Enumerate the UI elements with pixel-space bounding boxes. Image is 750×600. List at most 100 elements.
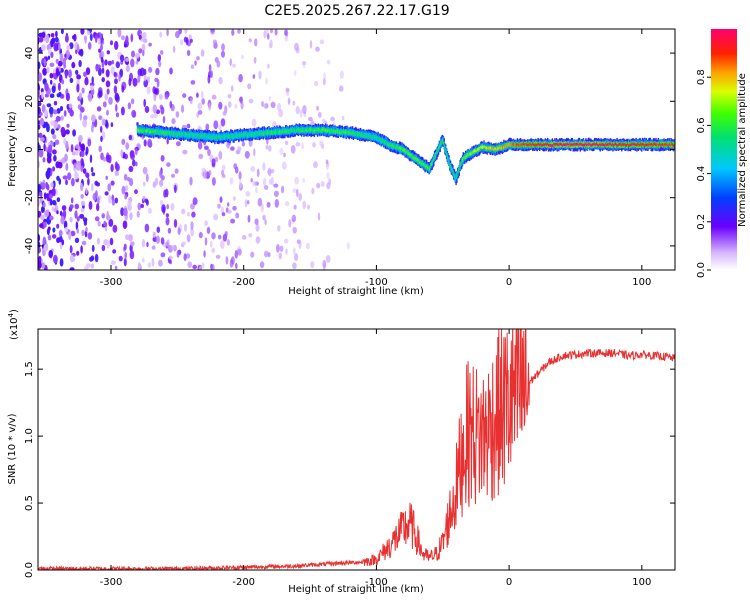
spectrogram-noise-blob [322, 118, 326, 123]
spectrogram-noise-blob [136, 210, 140, 218]
spectrogram-ridge-cell [624, 143, 626, 146]
spectrogram-ridge-cell [307, 129, 309, 133]
spectrogram-noise-blob [60, 126, 66, 135]
spectrogram-noise-blob [190, 64, 194, 69]
spectrogram-ridge-cell [394, 145, 397, 149]
spectrogram-noise-blob [310, 120, 315, 127]
spectrogram-noise-blob [142, 38, 148, 43]
spectrogram-noise-blob [90, 90, 94, 95]
spectrogram-ridge-cell [249, 133, 251, 137]
spectrogram-noise-blob [160, 237, 165, 245]
spectrogram-y-tick-label: -20 [24, 190, 35, 206]
spectrogram-ridge-cell [157, 129, 159, 133]
spectrogram-ridge-cell [418, 160, 421, 164]
spectrogram-ridge-cell [476, 149, 478, 153]
spectrogram-ridge-cell [442, 139, 445, 143]
spectrogram-ridge-cell [211, 135, 213, 141]
spectrogram-ridge-cell [546, 143, 548, 147]
spectrogram-noise-blob [233, 196, 236, 201]
spectrogram-ridge-cell [606, 143, 609, 147]
spectrogram-noise-blob [166, 239, 170, 248]
spectrogram-noise-blob [196, 92, 199, 98]
spectrogram-ridge-cell [206, 135, 208, 139]
spectrogram-ridge-cell [405, 150, 407, 154]
spectrogram-noise-blob [104, 93, 109, 101]
spectrogram-ridge-cell [139, 129, 141, 133]
spectrogram-ridge-cell [474, 149, 476, 153]
spectrogram-noise-blob [256, 168, 260, 178]
spectrogram-ridge-cell [471, 152, 473, 156]
spectrogram-noise-blob [107, 60, 112, 66]
spectrogram-ridge-cell [170, 131, 172, 135]
spectrogram-noise-blob [41, 31, 46, 38]
spectrogram-ridge-cell [423, 162, 425, 166]
spectrogram-noise-blob [91, 172, 96, 177]
spectrogram-ridge-cell [143, 130, 145, 134]
spectrogram-ridge-cell [268, 131, 270, 135]
spectrogram-noise-blob [81, 229, 85, 236]
spectrogram-noise-blob [322, 263, 326, 270]
spectrogram-noise-blob [90, 166, 94, 173]
spectrogram-ridge-cell [535, 143, 537, 147]
colorbar-tick-label: 0.8 [696, 69, 707, 85]
spectrogram-ridge-cell [633, 142, 636, 146]
spectrogram-ridge-cell [328, 129, 330, 132]
spectrogram-noise-blob [190, 203, 195, 210]
spectrogram-ridge-cell [628, 141, 630, 147]
spectrogram-noise-blob [38, 89, 41, 98]
spectrogram-noise-blob [38, 61, 41, 70]
spectrogram-noise-blob [160, 252, 166, 258]
spectrogram-ridge-cell [336, 129, 339, 133]
spectrogram-ridge-cell [217, 135, 219, 139]
spectrogram-y-axis: -40 -20 0 20 40 [24, 47, 675, 254]
spectrogram-noise-blob [281, 185, 285, 194]
spectrogram-ridge-cell [389, 143, 391, 146]
spectrogram-ridge-cell [610, 143, 613, 146]
spectrogram-noise-blob [91, 183, 94, 192]
spectrogram-noise-blob [56, 93, 61, 98]
spectrogram-ridge-cell [562, 143, 565, 147]
spectrogram-noise-blob [294, 69, 297, 77]
spectrogram-ridge-cell [162, 131, 164, 135]
spectrogram-noise-blob [244, 199, 248, 208]
spectrogram-ridge-cell [219, 136, 222, 139]
spectrogram-ridge-cell [666, 143, 668, 147]
spectrogram-noise-blob [302, 105, 307, 114]
spectrogram-noise-blob [283, 152, 286, 158]
spectrogram-noise-blob [98, 90, 103, 98]
spectrogram-ridge-cell [156, 130, 159, 134]
snr-y-tick-label: 1.5 [24, 361, 35, 377]
spectrogram-noise-blob [148, 207, 152, 214]
spectrogram-noise-blob [123, 43, 127, 48]
spectrogram-noise-blob [303, 61, 306, 69]
spectrogram-noise-blob [316, 105, 319, 111]
spectrogram-noise-blob [186, 211, 190, 217]
spectrogram-ridge-cell [484, 145, 486, 148]
spectrogram-ridge-cell [355, 131, 358, 135]
spectrogram-ridge-cell [282, 130, 284, 133]
spectrogram-ridge-cell [332, 129, 335, 133]
spectrogram-ridge-cell [637, 143, 639, 146]
spectrogram-noise-blob [317, 212, 321, 221]
spectrogram-noise-blob [181, 208, 186, 215]
spectrogram-ridge-cell [344, 130, 346, 134]
spectrogram-ridge-cell [367, 133, 369, 137]
spectrogram-ridge-cell [592, 143, 594, 147]
spectrogram-noise-blob [85, 187, 88, 195]
spectrogram-ridge-cell [560, 142, 562, 146]
spectrogram-ridge-cell [511, 143, 513, 147]
spectrogram-noise-blob [109, 237, 114, 246]
spectrogram-ridge-cell [383, 140, 385, 144]
spectrogram-ridge-cell [262, 132, 265, 136]
spectrogram-noise-blob [55, 115, 61, 122]
spectrogram-noise-blob [292, 188, 297, 194]
spectrogram-ridge-cell [361, 133, 363, 137]
spectrogram-noise-blob [200, 49, 205, 57]
spectrogram-noise-blob [38, 106, 41, 115]
spectrogram-ridge-cell [386, 141, 388, 144]
spectrogram-ridge-cell [376, 137, 378, 141]
spectrogram-ridge-cell [634, 143, 636, 147]
spectrogram-noise-blob [241, 235, 247, 240]
spectrogram-noise-blob [227, 209, 232, 214]
spectrogram-ridge-cell [307, 126, 309, 133]
